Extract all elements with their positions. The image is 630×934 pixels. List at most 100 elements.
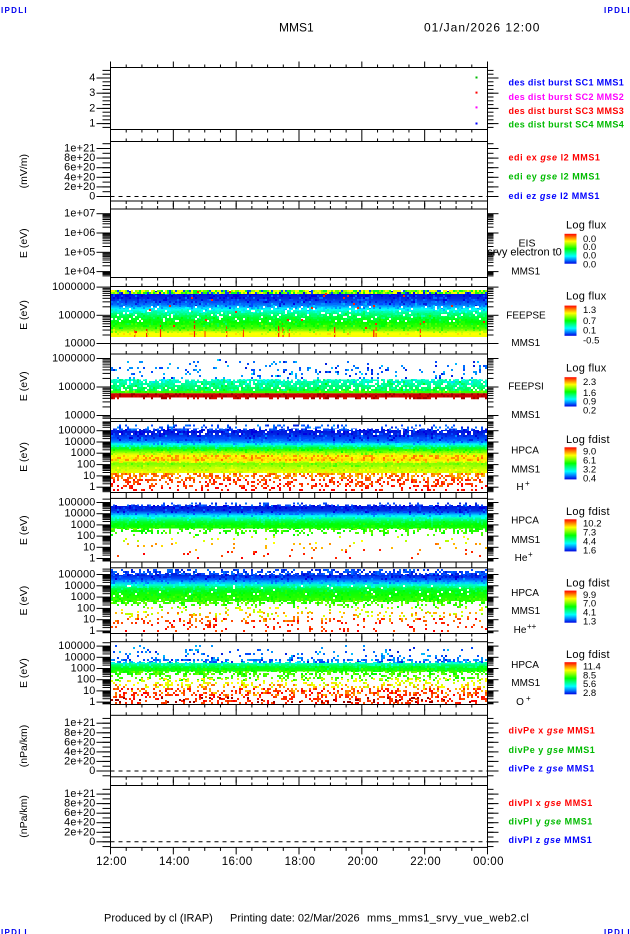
svg-text:4e+20: 4e+20 bbox=[64, 817, 95, 829]
svg-text:MMS1: MMS1 bbox=[511, 606, 540, 617]
svg-text:H: H bbox=[516, 482, 523, 493]
svg-text:100: 100 bbox=[77, 530, 96, 542]
svg-text:10: 10 bbox=[83, 470, 95, 482]
svg-text:5.6: 5.6 bbox=[583, 679, 596, 690]
svg-text:01/Jan/2026 12:00: 01/Jan/2026 12:00 bbox=[424, 21, 540, 35]
svg-text:18:00: 18:00 bbox=[285, 856, 316, 868]
svg-text:O: O bbox=[516, 697, 524, 708]
svg-text:2e+20: 2e+20 bbox=[64, 755, 95, 767]
svg-text:100: 100 bbox=[77, 674, 96, 686]
svg-text:1000: 1000 bbox=[71, 447, 96, 459]
svg-text:1e+21: 1e+21 bbox=[64, 788, 95, 800]
svg-text:16:00: 16:00 bbox=[222, 856, 253, 868]
svg-text:HPCA: HPCA bbox=[511, 446, 539, 457]
svg-text:MMS1: MMS1 bbox=[511, 338, 540, 349]
svg-text:EIS: EIS bbox=[519, 238, 536, 250]
svg-text:6e+20: 6e+20 bbox=[64, 162, 95, 174]
svg-text:Produced by cl (IRAP): Produced by cl (IRAP) bbox=[104, 913, 213, 925]
svg-text:1.3: 1.3 bbox=[583, 617, 596, 628]
svg-text:divPe z gse MMS1: divPe z gse MMS1 bbox=[509, 764, 595, 774]
svg-text:2.3: 2.3 bbox=[583, 377, 596, 388]
svg-text:4e+20: 4e+20 bbox=[64, 746, 95, 758]
svg-text:0: 0 bbox=[89, 836, 95, 848]
svg-text:+: + bbox=[525, 479, 530, 488]
svg-text:IPDLI: IPDLI bbox=[1, 6, 28, 15]
svg-text:edi ez gse l2 MMS1: edi ez gse l2 MMS1 bbox=[509, 191, 600, 201]
svg-text:2e+20: 2e+20 bbox=[64, 181, 95, 193]
svg-text:des dist burst SC2 MMS2: des dist burst SC2 MMS2 bbox=[509, 92, 625, 102]
svg-text:0.1: 0.1 bbox=[583, 326, 596, 337]
svg-text:1.3: 1.3 bbox=[583, 305, 596, 316]
svg-text:divPI x gse MMS1: divPI x gse MMS1 bbox=[509, 798, 593, 808]
svg-text:(nPa/km): (nPa/km) bbox=[18, 725, 30, 768]
svg-text:8.5: 8.5 bbox=[583, 670, 596, 681]
svg-text:0.0: 0.0 bbox=[583, 242, 596, 253]
svg-text:1: 1 bbox=[89, 625, 95, 637]
svg-text:Log flux: Log flux bbox=[566, 219, 607, 231]
svg-text:1e+21: 1e+21 bbox=[64, 717, 95, 729]
svg-text:+: + bbox=[528, 550, 533, 559]
svg-text:E (eV): E (eV) bbox=[18, 228, 30, 258]
svg-text:100000: 100000 bbox=[58, 309, 95, 321]
svg-text:(mV/m): (mV/m) bbox=[18, 154, 30, 188]
svg-text:0.0: 0.0 bbox=[583, 259, 596, 270]
svg-text:edi ex gse l2 MMS1: edi ex gse l2 MMS1 bbox=[509, 152, 601, 162]
svg-text:E (eV): E (eV) bbox=[18, 300, 30, 330]
svg-text:1e+04: 1e+04 bbox=[64, 266, 95, 278]
svg-text:0: 0 bbox=[89, 765, 95, 777]
svg-text:2e+20: 2e+20 bbox=[64, 826, 95, 838]
svg-text:Log fdist: Log fdist bbox=[566, 434, 610, 446]
svg-text:0.7: 0.7 bbox=[583, 316, 596, 327]
svg-text:1e+05: 1e+05 bbox=[64, 246, 95, 258]
svg-text:10: 10 bbox=[83, 614, 95, 626]
svg-text:1000: 1000 bbox=[71, 519, 96, 531]
svg-text:9.9: 9.9 bbox=[583, 590, 596, 601]
svg-text:1e+06: 1e+06 bbox=[64, 227, 95, 239]
svg-text:HPCA: HPCA bbox=[511, 588, 539, 599]
svg-text:MMS1: MMS1 bbox=[511, 535, 540, 546]
svg-text:E (eV): E (eV) bbox=[18, 371, 30, 401]
svg-text:0.0: 0.0 bbox=[583, 251, 596, 262]
svg-text:14:00: 14:00 bbox=[159, 856, 190, 868]
svg-text:6e+20: 6e+20 bbox=[64, 736, 95, 748]
svg-text:4.4: 4.4 bbox=[583, 537, 596, 548]
svg-text:mms_mms1_srvy_vue_web2.cl: mms_mms1_srvy_vue_web2.cl bbox=[367, 913, 529, 925]
svg-text:IPDLI: IPDLI bbox=[1, 928, 28, 934]
svg-text:6.1: 6.1 bbox=[583, 455, 596, 466]
svg-text:10: 10 bbox=[83, 541, 95, 553]
svg-text:00:00: 00:00 bbox=[473, 856, 504, 868]
svg-text:3: 3 bbox=[89, 87, 95, 99]
svg-text:10: 10 bbox=[83, 685, 95, 697]
svg-text:-0.5: -0.5 bbox=[583, 335, 599, 346]
svg-text:8e+20: 8e+20 bbox=[64, 727, 95, 739]
svg-text:7.0: 7.0 bbox=[583, 599, 596, 610]
svg-text:0: 0 bbox=[89, 191, 95, 203]
svg-text:9.0: 9.0 bbox=[583, 447, 596, 458]
svg-text:Log flux: Log flux bbox=[566, 290, 607, 302]
svg-text:1: 1 bbox=[89, 696, 95, 708]
svg-text:edi ey gse l2 MMS1: edi ey gse l2 MMS1 bbox=[509, 172, 601, 182]
svg-text:E (eV): E (eV) bbox=[18, 658, 30, 688]
svg-text:(nPa/km): (nPa/km) bbox=[18, 795, 30, 838]
svg-text:1000000: 1000000 bbox=[52, 281, 95, 293]
svg-text:1000: 1000 bbox=[71, 663, 96, 675]
svg-text:6e+20: 6e+20 bbox=[64, 807, 95, 819]
svg-text:10000: 10000 bbox=[64, 410, 95, 422]
svg-text:E (eV): E (eV) bbox=[18, 442, 30, 472]
svg-text:0.9: 0.9 bbox=[583, 396, 596, 407]
svg-text:des dist burst SC3 MMS3: des dist burst SC3 MMS3 bbox=[509, 106, 625, 116]
svg-text:100000: 100000 bbox=[58, 497, 95, 509]
svg-text:8e+20: 8e+20 bbox=[64, 798, 95, 810]
svg-text:HPCA: HPCA bbox=[511, 660, 539, 671]
svg-text:FEEPSI: FEEPSI bbox=[508, 381, 544, 392]
svg-text:+: + bbox=[526, 694, 531, 703]
svg-text:divPI y gse MMS1: divPI y gse MMS1 bbox=[509, 817, 593, 827]
svg-text:100: 100 bbox=[77, 459, 96, 471]
svg-text:MMS1: MMS1 bbox=[279, 21, 314, 35]
svg-text:Log flux: Log flux bbox=[566, 363, 607, 375]
svg-text:srvy electron t0: srvy electron t0 bbox=[487, 247, 562, 259]
svg-text:1: 1 bbox=[89, 553, 95, 565]
svg-text:IPDLI: IPDLI bbox=[604, 6, 630, 15]
svg-text:divPe x gse MMS1: divPe x gse MMS1 bbox=[509, 726, 596, 736]
svg-text:1000000: 1000000 bbox=[52, 353, 95, 365]
